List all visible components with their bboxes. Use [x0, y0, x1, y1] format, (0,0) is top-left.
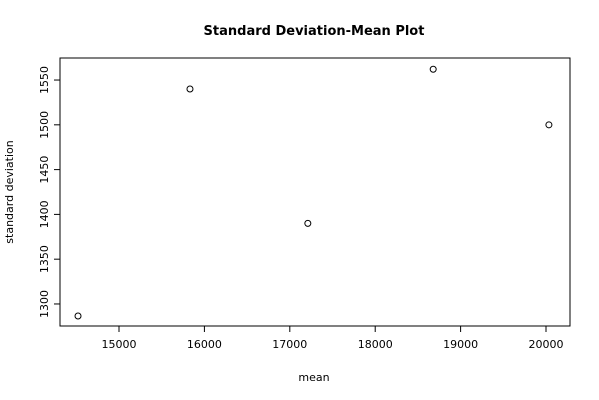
x-tick-label: 18000	[358, 338, 393, 351]
point	[304, 219, 312, 227]
x-tick-label: 17000	[272, 338, 307, 351]
y-tick-label: 1550	[38, 66, 51, 94]
x-tick-label: 15000	[102, 338, 137, 351]
y-axis-label: standard deviation	[3, 140, 16, 243]
y-tick-label: 1400	[38, 200, 51, 228]
point	[545, 121, 553, 129]
y-tick-label: 1350	[38, 245, 51, 273]
point	[186, 85, 194, 93]
x-tick-label: 20000	[529, 338, 564, 351]
point	[429, 65, 437, 73]
x-tick-label: 19000	[443, 338, 478, 351]
y-tick-label: 1500	[38, 111, 51, 139]
point	[74, 312, 82, 320]
y-tick-label: 1450	[38, 156, 51, 184]
x-tick-label: 16000	[187, 338, 222, 351]
plot-box	[59, 57, 571, 327]
chart-title: Standard Deviation-Mean Plot	[204, 24, 425, 39]
x-axis-label: mean	[298, 371, 329, 384]
y-tick-label: 1300	[38, 290, 51, 318]
